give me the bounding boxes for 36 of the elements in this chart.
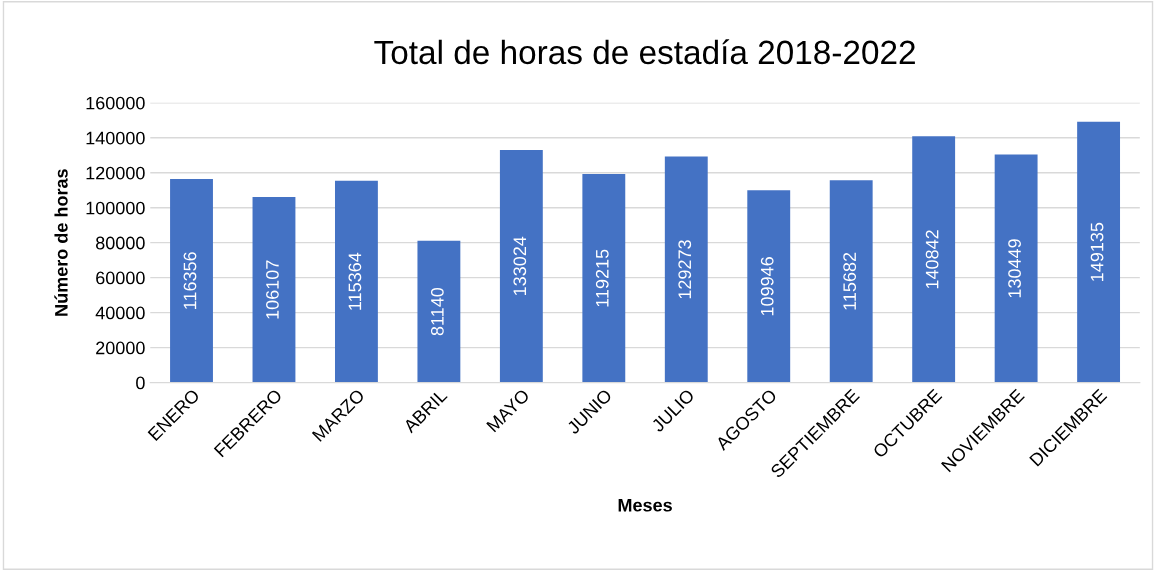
- bar: [499, 149, 543, 383]
- data-label: 116356: [183, 252, 197, 309]
- data-label: 115364: [348, 252, 362, 310]
- y-axis-title: Número de horas: [54, 169, 68, 316]
- bar: [252, 197, 296, 383]
- bar: [664, 156, 708, 383]
- data-label: 133024: [513, 236, 527, 296]
- y-tick-label: 100000: [86, 201, 145, 215]
- data-label: 129273: [678, 240, 692, 299]
- data-label: 109946: [760, 257, 774, 316]
- y-tick-label: 140000: [86, 131, 145, 145]
- y-tick-label: 120000: [86, 166, 145, 180]
- y-tick-label: 0: [136, 376, 145, 390]
- data-label: 106107: [266, 260, 279, 319]
- bar: [582, 174, 626, 383]
- bar: [170, 179, 213, 383]
- x-axis-title: Meses: [618, 498, 672, 512]
- y-tick-label: 80000: [96, 236, 145, 250]
- bar: [417, 240, 461, 383]
- bar: [334, 180, 378, 383]
- y-tick-label: 20000: [96, 341, 145, 355]
- bar: [829, 180, 873, 383]
- data-label: 130449: [1008, 239, 1021, 298]
- bar: [1077, 121, 1121, 383]
- y-tick-label: 160000: [86, 96, 145, 110]
- data-label: 149135: [1090, 222, 1104, 281]
- data-label: 119215: [595, 249, 609, 307]
- y-tick-label: 40000: [95, 306, 145, 320]
- data-label: 81140: [430, 287, 444, 336]
- bar: [994, 154, 1038, 383]
- y-tick-label: 60000: [96, 271, 145, 285]
- bar: [747, 190, 791, 383]
- chart-title: Total de horas de estadía 2018-2022: [374, 39, 915, 65]
- data-label: 115682: [843, 252, 857, 310]
- bar: [912, 136, 956, 383]
- data-label: 140842: [925, 230, 939, 289]
